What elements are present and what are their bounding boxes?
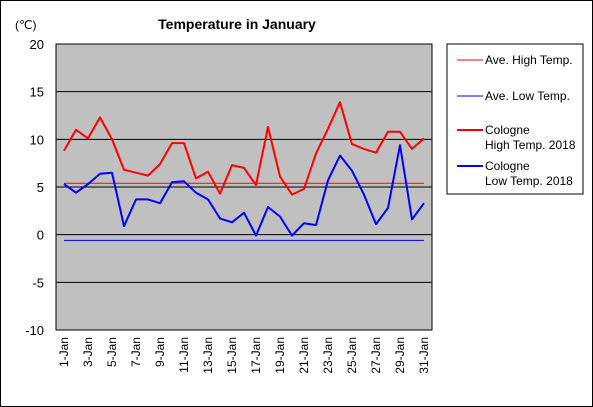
legend: Ave. High Temp.Ave. Low Temp.CologneHigh…	[457, 53, 576, 188]
x-tick-label: 27-Jan	[369, 337, 383, 374]
legend-box	[446, 43, 584, 195]
x-axis-ticks: 1-Jan 3-Jan 5-Jan 7-Jan 9-Jan 11-Jan 13-Jan 15-…	[57, 337, 431, 374]
y-tick-label: -5	[32, 275, 44, 290]
legend-label: High Temp. 2018	[485, 138, 576, 152]
y-tick-label: 5	[37, 180, 44, 195]
x-tick-label: 7-Jan	[129, 337, 143, 367]
y-tick-label: 20	[30, 37, 44, 52]
x-tick-label: 3-Jan	[81, 337, 95, 367]
y-tick-label: 10	[30, 132, 44, 147]
legend-label: Low Temp. 2018	[485, 174, 573, 188]
y-tick-label: 15	[30, 85, 44, 100]
gridlines	[56, 91, 432, 283]
series-line-3	[63, 144, 425, 237]
x-tick-label: 19-Jan	[273, 337, 287, 374]
x-tick-label: 13-Jan	[201, 337, 215, 374]
legend-label: Cologne	[485, 159, 530, 173]
y-axis-ticks: 20 15 10 5 0 -5 -10	[25, 37, 44, 338]
y-tick-label: 0	[37, 228, 44, 243]
x-tick-label: 11-Jan	[177, 337, 191, 373]
x-tick-label: 21-Jan	[297, 337, 311, 374]
series-lines	[63, 101, 425, 241]
legend-label: Ave. High Temp.	[485, 53, 573, 67]
x-tick-label: 9-Jan	[153, 337, 167, 367]
x-tick-label: 1-Jan	[57, 337, 71, 367]
y-tick-label: -10	[25, 323, 44, 338]
legend-label: Ave. Low Temp.	[485, 89, 570, 103]
x-tick-label: 15-Jan	[225, 337, 239, 374]
x-tick-label: 25-Jan	[345, 337, 359, 374]
x-tick-label: 17-Jan	[249, 337, 263, 374]
x-tick-label: 31-Jan	[417, 337, 431, 374]
series-line-2	[63, 101, 425, 196]
x-tick-label: 5-Jan	[105, 337, 119, 367]
y-axis-unit: (℃)	[15, 18, 36, 32]
chart-title: Temperature in January	[158, 16, 316, 32]
x-tick-label: 23-Jan	[321, 337, 335, 374]
x-tick-label: 29-Jan	[393, 337, 407, 374]
legend-label: Cologne	[485, 123, 530, 137]
